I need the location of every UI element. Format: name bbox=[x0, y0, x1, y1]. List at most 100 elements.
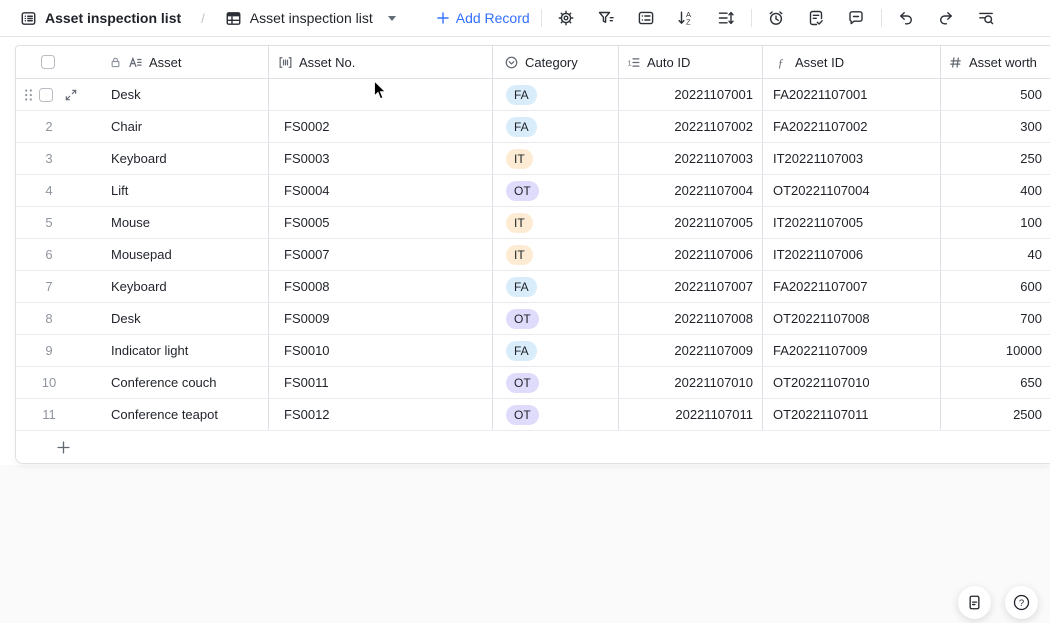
column-header-asset-no[interactable]: Asset No. bbox=[269, 46, 493, 78]
add-row-button[interactable] bbox=[16, 431, 1050, 463]
cell-asset-worth[interactable]: 250 bbox=[1020, 151, 1042, 166]
cell-auto-id[interactable]: 20221107003 bbox=[619, 143, 763, 174]
cell-asset-no[interactable]: FS0010 bbox=[269, 335, 493, 366]
single-select-icon bbox=[504, 55, 519, 70]
cell-category[interactable]: OT bbox=[493, 399, 619, 430]
cell-auto-id[interactable]: 20221107005 bbox=[619, 207, 763, 238]
cell-asset-id[interactable]: OT20221107011 bbox=[763, 399, 941, 430]
cell-asset-id[interactable]: IT20221107005 bbox=[763, 207, 941, 238]
cell-asset[interactable]: Mousepad bbox=[101, 239, 269, 270]
cell-asset-worth[interactable]: 700 bbox=[1020, 311, 1042, 326]
cell-category[interactable]: FA bbox=[493, 335, 619, 366]
cell-asset[interactable]: Keyboard bbox=[101, 143, 269, 174]
cell-asset[interactable]: Desk bbox=[101, 303, 269, 334]
cell-category[interactable]: IT bbox=[493, 143, 619, 174]
cell-asset-id[interactable]: FA20221107001 bbox=[763, 79, 941, 110]
cell-asset-no[interactable]: FS0011 bbox=[269, 367, 493, 398]
column-header-auto-id[interactable]: 1 Auto ID bbox=[619, 46, 763, 78]
row-checkbox[interactable] bbox=[39, 87, 53, 102]
cell-auto-id[interactable]: 20221107008 bbox=[619, 303, 763, 334]
cell-asset[interactable]: Indicator light bbox=[101, 335, 269, 366]
form-icon[interactable] bbox=[803, 5, 830, 32]
table-row: 3 Keyboard FS0003 IT 20221107003 IT20221… bbox=[16, 143, 1050, 175]
cell-asset-id[interactable]: IT20221107006 bbox=[763, 239, 941, 270]
column-header-asset-id[interactable]: ƒ Asset ID bbox=[763, 46, 941, 78]
cell-category[interactable]: IT bbox=[493, 207, 619, 238]
toolbar-divider bbox=[750, 9, 752, 27]
cell-auto-id[interactable]: 20221107010 bbox=[619, 367, 763, 398]
cell-asset-worth[interactable]: 300 bbox=[1020, 119, 1042, 134]
column-header-category[interactable]: Category bbox=[493, 46, 619, 78]
cell-category[interactable]: IT bbox=[493, 239, 619, 270]
undo-icon[interactable] bbox=[893, 5, 920, 32]
filter-icon[interactable] bbox=[593, 5, 620, 32]
cell-auto-id[interactable]: 20221107009 bbox=[619, 335, 763, 366]
cell-auto-id[interactable]: 20221107001 bbox=[619, 79, 763, 110]
help-button[interactable]: ? bbox=[1005, 586, 1038, 619]
expand-record-icon[interactable] bbox=[64, 88, 78, 102]
cell-category[interactable]: OT bbox=[493, 367, 619, 398]
sort-icon[interactable]: A Z bbox=[673, 5, 700, 32]
cell-asset-id[interactable]: FA20221107007 bbox=[763, 271, 941, 302]
cell-asset-worth[interactable]: 500 bbox=[1020, 87, 1042, 102]
cell-auto-id[interactable]: 20221107004 bbox=[619, 175, 763, 206]
changelog-document-button[interactable] bbox=[958, 586, 991, 619]
cell-asset[interactable]: Mouse bbox=[101, 207, 269, 238]
settings-icon[interactable] bbox=[553, 5, 580, 32]
cell-asset-worth[interactable]: 100 bbox=[1020, 215, 1042, 230]
cell-asset-id[interactable]: OT20221107010 bbox=[763, 367, 941, 398]
cell-asset-worth[interactable]: 2500 bbox=[1013, 407, 1042, 422]
cell-asset-no[interactable]: FS0009 bbox=[269, 303, 493, 334]
hide-fields-icon[interactable] bbox=[633, 5, 660, 32]
cell-category[interactable]: FA bbox=[493, 79, 619, 110]
cell-category[interactable]: FA bbox=[493, 271, 619, 302]
search-icon[interactable] bbox=[973, 5, 1000, 32]
comment-icon[interactable] bbox=[843, 5, 870, 32]
cell-asset-no[interactable]: FS0007 bbox=[269, 239, 493, 270]
cell-asset-no[interactable]: FS0008 bbox=[269, 271, 493, 302]
cell-asset-id[interactable]: OT20221107004 bbox=[763, 175, 941, 206]
cell-asset-no[interactable]: FS0012 bbox=[269, 399, 493, 430]
view-name[interactable]: Asset inspection list bbox=[249, 10, 373, 26]
cell-asset[interactable]: Chair bbox=[101, 111, 269, 142]
select-all-checkbox[interactable] bbox=[41, 55, 55, 69]
cell-asset[interactable]: Conference teapot bbox=[101, 399, 269, 430]
category-badge: IT bbox=[506, 244, 533, 265]
column-header-asset-worth[interactable]: Asset worth bbox=[941, 46, 1050, 78]
cell-asset-worth[interactable]: 650 bbox=[1020, 375, 1042, 390]
cell-asset-id[interactable]: OT20221107008 bbox=[763, 303, 941, 334]
breadcrumb-base-name[interactable]: Asset inspection list bbox=[45, 10, 182, 26]
cell-asset-no[interactable]: FS0005 bbox=[269, 207, 493, 238]
column-label: Asset worth bbox=[969, 54, 1037, 70]
cell-auto-id[interactable]: 20221107002 bbox=[619, 111, 763, 142]
column-header-asset[interactable]: Asset bbox=[101, 46, 269, 78]
cell-asset-id[interactable]: FA20221107009 bbox=[763, 335, 941, 366]
cell-asset-worth[interactable]: 400 bbox=[1020, 183, 1042, 198]
cell-asset-worth[interactable]: 600 bbox=[1020, 279, 1042, 294]
cell-asset-id[interactable]: IT20221107003 bbox=[763, 143, 941, 174]
cell-asset-worth[interactable]: 10000 bbox=[1005, 343, 1042, 358]
cell-category[interactable]: OT bbox=[493, 175, 619, 206]
automation-clock-icon[interactable] bbox=[763, 5, 790, 32]
row-height-icon[interactable] bbox=[713, 5, 740, 32]
cell-auto-id[interactable]: 20221107007 bbox=[619, 271, 763, 302]
cell-category[interactable]: FA bbox=[493, 111, 619, 142]
column-label: Auto ID bbox=[647, 54, 691, 70]
cell-category[interactable]: OT bbox=[493, 303, 619, 334]
cell-asset-id[interactable]: FA20221107002 bbox=[763, 111, 941, 142]
cell-asset-no[interactable]: FS0003 bbox=[269, 143, 493, 174]
cell-asset[interactable]: Lift bbox=[101, 175, 269, 206]
drag-handle-icon[interactable] bbox=[24, 88, 33, 102]
chevron-down-icon[interactable] bbox=[387, 15, 396, 21]
cell-asset-worth[interactable]: 40 bbox=[1027, 247, 1042, 262]
cell-asset[interactable]: Desk bbox=[101, 79, 269, 110]
cell-auto-id[interactable]: 20221107006 bbox=[619, 239, 763, 270]
cell-auto-id[interactable]: 20221107011 bbox=[619, 399, 763, 430]
cell-asset[interactable]: Conference couch bbox=[101, 367, 269, 398]
redo-icon[interactable] bbox=[933, 5, 960, 32]
cell-asset-no[interactable]: FS0002 bbox=[269, 111, 493, 142]
cell-asset[interactable]: Keyboard bbox=[101, 271, 269, 302]
add-record-button[interactable]: Add Record bbox=[436, 10, 530, 26]
cell-asset-no[interactable]: FS0004 bbox=[269, 175, 493, 206]
cell-asset-no[interactable] bbox=[269, 79, 493, 110]
